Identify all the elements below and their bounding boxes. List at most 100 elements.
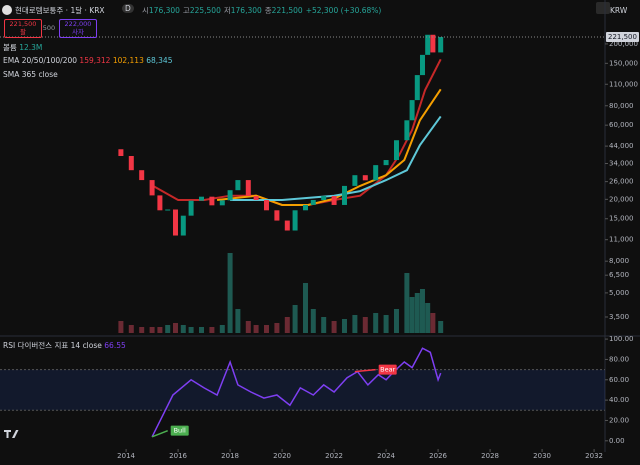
volume-bar [172,323,178,333]
volume-bar [425,303,431,333]
volume-bar [393,309,399,333]
y-tick-label: 100.00 [609,335,634,343]
logo [2,5,12,15]
divergence-label: Bear [380,366,395,374]
badge: D [122,4,134,13]
ema-legend: EMA 20/50/100/200 159,312 102,113 68,345 [3,56,172,65]
x-tick-label: 2018 [221,452,239,460]
volume-bar [180,325,186,333]
ohlc-value: 221,500 [271,6,303,15]
last-price-label: 221,500 [608,33,637,41]
x-tick-label: 2022 [325,452,343,460]
candle [209,196,215,206]
rsi-legend: RSI 다이버전스 지표 14 close 66.55 [3,340,126,351]
y-tick-label: 3,500 [609,313,629,321]
sell-button[interactable]: 221,500 팔 [4,19,42,38]
volume-bar [198,327,204,333]
volume-bar [341,319,347,333]
candle [373,165,379,181]
y-tick-label: 40.00 [609,396,629,404]
ema-line [230,115,442,201]
candle [219,200,225,206]
volume-bar [245,321,251,333]
tv-logo [3,428,21,438]
volume-legend: 볼륨 12.3M [3,42,42,53]
volume-bar [430,313,436,333]
buy-button[interactable]: 222,000 사자 [59,19,97,38]
candle [352,175,358,186]
candle [425,34,431,55]
volume-bar [331,321,337,333]
ohlc-key: 종 [264,6,272,15]
ohlc-key: 고 [182,6,190,15]
volume-bar [139,327,145,333]
candle [245,180,251,197]
y-tick-label: 5,000 [609,289,629,297]
volume-bar [128,325,134,333]
volume-bar [253,325,259,333]
x-tick-label: 2016 [169,452,187,460]
volume-bar [235,309,241,333]
volume-bar [438,321,444,333]
candle [310,200,316,205]
candle [172,209,178,236]
candle [409,100,415,121]
sell-label: 팔 [20,28,26,36]
y-tick-label: 60.00 [609,376,629,384]
volume-bar [263,325,269,333]
candle [341,185,347,205]
candle [284,220,290,231]
candle [149,180,155,196]
last-price-tag [606,32,639,43]
fullscreen-icon[interactable] [596,2,610,14]
y-tick-label: 20.00 [609,416,629,424]
divergence-tag [170,425,189,436]
candle [419,54,425,76]
rsi-name: RSI 다이버전스 지표 14 close [3,341,102,350]
candle [188,200,194,216]
candle [321,196,327,201]
quantity[interactable]: 500 [42,24,56,32]
candle [404,120,410,141]
divergence-label: Bull [174,427,186,435]
volume-bar [310,309,316,333]
candle [274,210,280,221]
ohlc-key: 저 [223,6,231,15]
y-tick-label: 34,000 [609,160,634,168]
candle [263,200,269,211]
symbol-title[interactable]: 현대로템보통주 · 1달 · KRX [15,6,105,15]
currency[interactable]: KRW [610,6,628,15]
candle [139,170,145,181]
candle [180,215,186,236]
volume-bar [284,317,290,333]
volume-bar [362,317,368,333]
tv-logo-mark [4,430,19,438]
volume-name: 볼륨 [3,43,17,52]
volume-bar [118,321,124,333]
y-tick-label: 80.00 [609,355,629,363]
divergence-tag [378,364,397,375]
volume-bar [383,315,389,333]
x-tick-label: 2028 [481,452,499,460]
candle [157,195,163,211]
volume-bar [404,273,410,333]
rsi-value: 66.55 [104,341,126,350]
candle [362,175,368,181]
candle [292,210,298,231]
x-tick-label: 2032 [585,452,603,460]
volume-bar [352,315,358,333]
ema-value: 68,345 [146,56,173,65]
volume-bar [165,325,171,333]
candle [165,209,171,211]
candle [383,160,389,166]
ohlc-value: 225,500 [189,6,221,15]
candle [414,75,420,101]
volume-bar [292,305,298,333]
x-tick-label: 2020 [273,452,291,460]
y-tick-label: 0.00 [609,437,625,445]
candle [253,196,259,201]
buy-label: 사자 [72,28,84,36]
volume-bar [414,293,420,333]
y-tick-label: 15,000 [609,215,634,223]
